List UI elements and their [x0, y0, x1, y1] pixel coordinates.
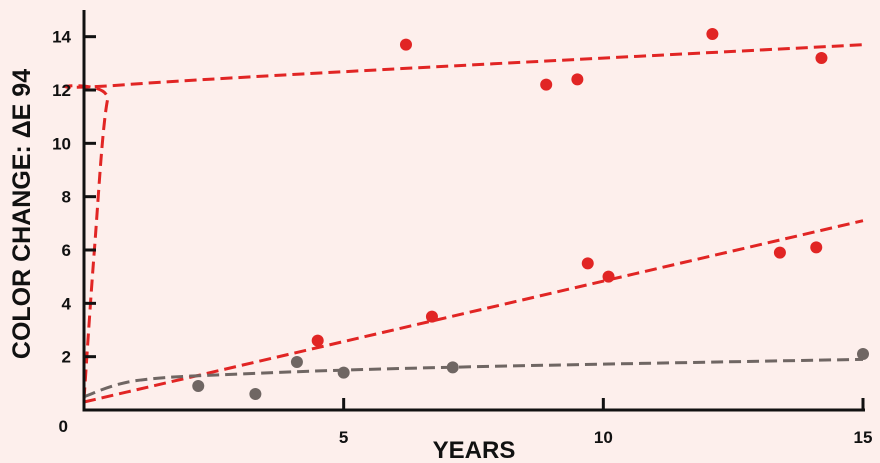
x-axis-title: YEARS — [433, 437, 516, 463]
trend-lines — [64, 43, 864, 404]
y-tick-label-6: 6 — [62, 241, 71, 260]
data-point-3-4 — [337, 366, 350, 379]
data-point-2-6 — [810, 241, 823, 254]
y-tick-label-2: 2 — [62, 348, 71, 367]
data-point-1-3 — [571, 73, 584, 86]
x-tick-label-15: 15 — [854, 428, 873, 447]
data-point-1-2 — [540, 78, 553, 91]
y-tick-label-8: 8 — [62, 188, 71, 207]
data-point-3-5 — [446, 361, 459, 374]
y-tick-label-10: 10 — [52, 134, 71, 153]
trend-line-3 — [83, 357, 864, 399]
ticks: 2 4 6 8 10 12 14 0 5 10 15 — [52, 28, 872, 447]
data-points — [192, 28, 869, 400]
data-point-2-2 — [425, 310, 438, 323]
data-point-3-3 — [290, 356, 303, 368]
data-point-3-6 — [857, 348, 869, 360]
data-point-2-4 — [602, 270, 615, 283]
y-tick-label-12: 12 — [52, 81, 71, 100]
data-point-1-5 — [815, 52, 828, 64]
x-tick-label-5: 5 — [339, 428, 348, 447]
trend-line-2 — [83, 219, 864, 404]
x-tick-label-10: 10 — [594, 428, 613, 447]
data-point-2-3 — [581, 257, 594, 270]
data-point-2-1 — [311, 334, 324, 347]
axes — [82, 10, 865, 412]
trend-line-1 — [64, 43, 864, 400]
y-tick-label-14: 14 — [52, 28, 71, 47]
data-point-3-1 — [192, 380, 205, 392]
data-point-1-1 — [399, 38, 412, 51]
y-tick-label-4: 4 — [62, 294, 72, 313]
y-axis-title: COLOR CHANGE: ΔE 94 — [8, 69, 36, 359]
x-tick-label-0: 0 — [59, 417, 68, 436]
data-point-2-5 — [773, 246, 786, 259]
data-point-3-2 — [249, 388, 262, 400]
data-point-1-4 — [706, 28, 719, 40]
